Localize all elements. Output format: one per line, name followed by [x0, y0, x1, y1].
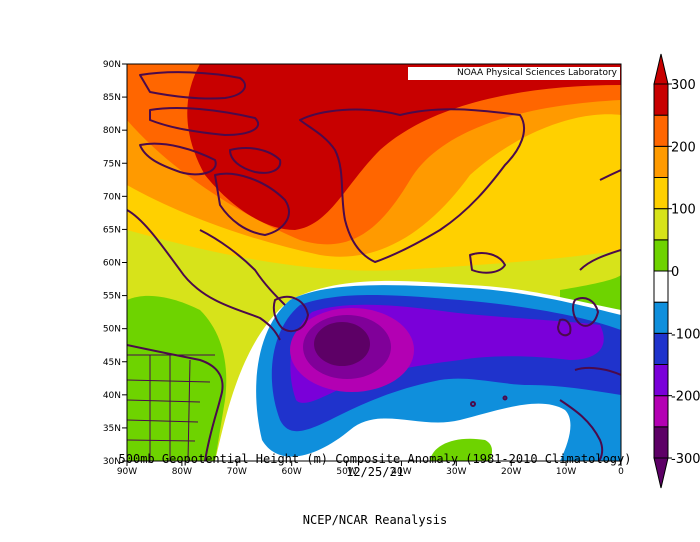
lon-tick-label: 50W — [336, 467, 356, 477]
state-borders — [127, 354, 215, 461]
colorbar-segment — [653, 208, 669, 241]
lat-tick-label: 65N — [103, 225, 121, 235]
colorbar-segment — [653, 332, 669, 366]
lon-tick-label: 70W — [227, 467, 247, 477]
colorbar-label: -200 — [671, 390, 700, 405]
field-red — [187, 64, 621, 230]
colorbar-segment — [653, 239, 669, 272]
colorbar-label: 200 — [671, 140, 696, 155]
colorbar-segment — [653, 83, 669, 116]
colorbar-segment — [653, 114, 669, 147]
lat-tick-label: 50N — [103, 325, 121, 335]
colorbar-label: -300 — [671, 452, 700, 467]
lat-tick-label: 60N — [103, 259, 121, 269]
lat-tick-label: 75N — [103, 159, 121, 169]
credit-label: NOAA Physical Sciences Laboratory — [408, 67, 620, 80]
lat-tick-label: 80N — [103, 126, 121, 136]
lon-tick-label: 40W — [391, 467, 411, 477]
colorbar-segment — [653, 270, 669, 303]
lat-tick-label: 45N — [103, 358, 121, 368]
lon-axis: 90W 80W 70W 60W 50W 40W 30W 20W 10W 0 — [117, 461, 624, 477]
lat-tick-label: 40N — [103, 391, 121, 401]
lat-tick-label: 30N — [103, 457, 121, 467]
colorbar-label: 0 — [671, 265, 679, 280]
colorbar-label: 300 — [671, 78, 696, 93]
colorbar: 300 200 100 0 -100 -200 -300 — [653, 53, 700, 489]
map-title: 500mb Geopotential Height (m) Composite … — [118, 452, 632, 466]
colorbar-segment — [653, 364, 669, 397]
colorbar-segment — [653, 145, 669, 178]
map-field — [127, 64, 621, 461]
colorbar-label: 100 — [671, 203, 696, 218]
lat-axis: 90N 85N 80N 75N 70N 65N 60N 55N 50N 45N 40N 35N 30N — [103, 60, 127, 467]
lon-tick-label: 20W — [501, 467, 521, 477]
colorbar-segment — [653, 395, 669, 428]
field-green-west — [127, 295, 227, 461]
colorbar-label: -100 — [671, 327, 700, 342]
lat-tick-label: 70N — [103, 192, 121, 202]
lon-tick-label: 10W — [556, 467, 576, 477]
map-date: 12/25/21 — [346, 465, 404, 479]
lon-tick-label: 90W — [117, 467, 137, 477]
lat-tick-label: 55N — [103, 292, 121, 302]
map-source: NCEP/NCAR Reanalysis — [302, 513, 448, 527]
lon-tick-label: 80W — [172, 467, 192, 477]
field-green-blob — [430, 438, 493, 461]
colorbar-arrow-bottom — [653, 457, 669, 489]
colorbar-segment — [653, 301, 669, 334]
colorbar-segment — [653, 177, 669, 210]
colorbar-arrow-top — [653, 53, 669, 85]
lon-tick-label: 60W — [281, 467, 301, 477]
lat-tick-label: 90N — [103, 60, 121, 70]
lon-tick-label: 30W — [446, 467, 466, 477]
field-deep-purple — [314, 322, 370, 366]
lat-tick-label: 85N — [103, 93, 121, 103]
lon-tick-label: 0 — [618, 467, 624, 477]
coastlines — [127, 71, 621, 461]
lat-tick-label: 35N — [103, 424, 121, 434]
